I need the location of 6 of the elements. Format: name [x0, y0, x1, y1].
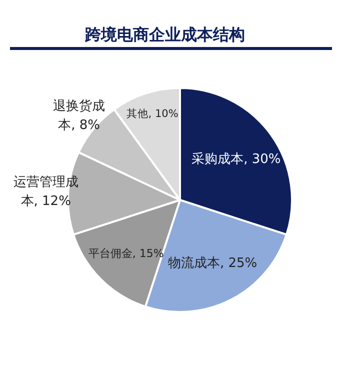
chart-title: 跨境电商企业成本结构 [84, 25, 245, 44]
slice-label: 运营管理成本, 12% [12, 174, 80, 211]
slice-label: 采购成本, 30% [190, 150, 282, 169]
slice-label: 物流成本, 25% [166, 255, 258, 274]
slice-label: 退换货成本, 8% [52, 98, 106, 136]
slice-label: 其他, 10% [125, 107, 180, 122]
